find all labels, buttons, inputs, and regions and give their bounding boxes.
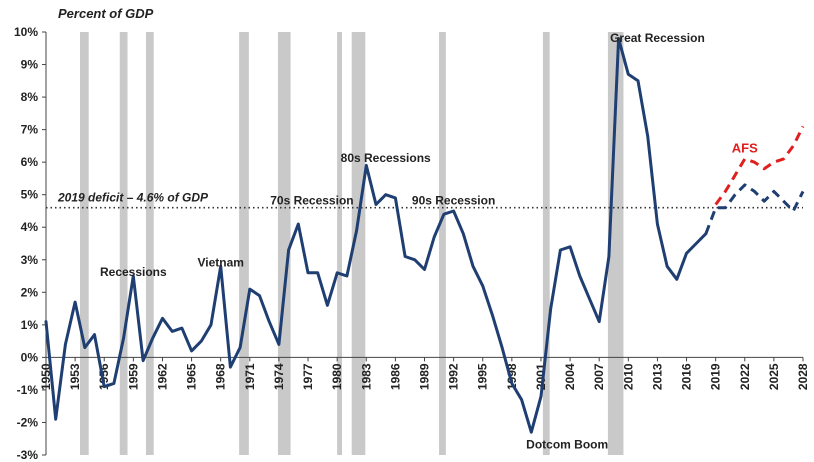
y-tick-label: -1% (17, 383, 39, 397)
y-tick-label: 3% (21, 253, 39, 267)
x-tick-label: 2004 (563, 363, 577, 390)
y-tick-label: 9% (21, 58, 39, 72)
y-tick-label: 1% (21, 318, 39, 332)
x-tick-label: 1962 (155, 363, 169, 390)
annotation-label: 90s Recession (412, 193, 495, 207)
recession-band (337, 32, 343, 455)
recession-band (607, 32, 624, 455)
x-tick-label: 1965 (185, 363, 199, 390)
annotations: Recessions Vietnam 70s Recession 80s Recess… (100, 31, 758, 452)
recession-band (79, 32, 89, 455)
x-tick-label: 1980 (330, 363, 344, 390)
baseline-projection-line (704, 183, 805, 235)
x-tick-label: 1974 (272, 363, 286, 390)
annotation-label: 70s Recession (270, 193, 353, 207)
annotation-label: Dotcom Boom (526, 437, 608, 451)
y-tick-label: 2% (21, 285, 39, 299)
axes: -3%-2%-1%0%1%2%3%4%5%6%7%8%9%10%1950 1953… (14, 25, 810, 462)
x-tick-label: 2019 (709, 363, 723, 390)
recession-bands (79, 32, 624, 455)
recession-band (277, 32, 291, 455)
x-tick-label: 2007 (592, 363, 606, 390)
y-axis-title: Percent of GDP (58, 6, 154, 21)
x-tick-label: 2022 (738, 363, 752, 390)
y-tick-label: 6% (21, 155, 39, 169)
series-lines (44, 37, 805, 434)
x-tick-label: 1986 (388, 363, 402, 390)
x-tick-label: 1992 (447, 363, 461, 390)
reference-line-label: 2019 deficit – 4.6% of GDP (57, 191, 209, 205)
y-tick-label: -3% (17, 448, 39, 462)
deficit-line (44, 37, 708, 434)
afs-projection-line (714, 125, 805, 206)
annotation-label: Great Recession (610, 31, 705, 45)
afs-label: AFS (732, 140, 758, 155)
x-tick-label: 1959 (126, 363, 140, 390)
annotation-label: 80s Recessions (341, 151, 431, 165)
x-tick-label: 1953 (68, 363, 82, 390)
x-tick-label: 1995 (476, 363, 490, 390)
x-tick-label: 2028 (796, 363, 810, 390)
y-tick-label: 4% (21, 220, 39, 234)
y-tick-label: 5% (21, 188, 39, 202)
recession-band (239, 32, 249, 455)
y-tick-label: 8% (21, 90, 39, 104)
x-tick-label: 1977 (301, 363, 315, 390)
annotation-label: Vietnam (197, 255, 243, 269)
recession-band (439, 32, 446, 455)
x-tick-label: 2025 (767, 363, 781, 390)
x-tick-label: 1989 (418, 363, 432, 390)
y-tick-label: -2% (17, 415, 39, 429)
annotation-label: Recessions (100, 265, 167, 279)
x-tick-label: 1968 (214, 363, 228, 390)
recession-band (145, 32, 154, 455)
x-tick-label: 1983 (359, 363, 373, 390)
y-tick-label: 7% (21, 123, 39, 137)
x-tick-label: 2013 (650, 363, 664, 390)
reference-line-group: 2019 deficit – 4.6% of GDP (46, 191, 803, 209)
recession-band (119, 32, 128, 455)
recession-band (542, 32, 550, 455)
recession-band (351, 32, 366, 455)
x-tick-label: 2016 (680, 363, 694, 390)
y-tick-label: 10% (14, 25, 38, 39)
y-tick-label: 0% (21, 350, 39, 364)
x-tick-label: 1971 (243, 363, 257, 390)
x-tick-label: 2010 (621, 363, 635, 390)
